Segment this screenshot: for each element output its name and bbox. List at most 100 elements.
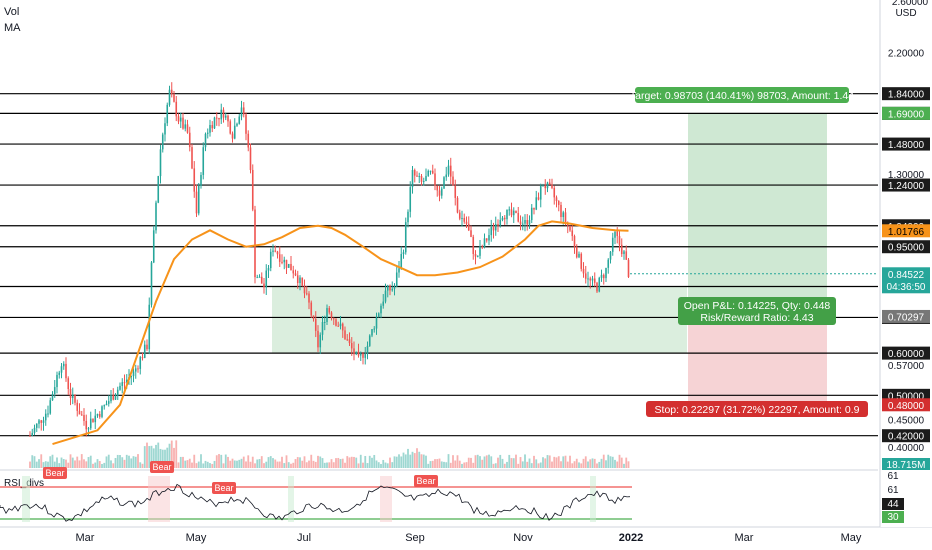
candle-body (119, 385, 121, 390)
volume-bar (296, 457, 299, 468)
candle-body (305, 293, 308, 295)
volume-bar (87, 457, 90, 468)
volume-bar (593, 458, 596, 468)
candle-body (249, 147, 252, 170)
candle-body (616, 231, 619, 237)
volume-bar (544, 458, 547, 468)
candle-body (357, 351, 360, 356)
volume-bar (355, 457, 358, 468)
candle-body (503, 217, 506, 220)
volume-bar (213, 460, 216, 468)
volume-bar (314, 461, 317, 468)
candle-body (440, 188, 443, 196)
volume-bar (164, 449, 166, 468)
candle-body (341, 323, 344, 331)
level-price-tag-text: 0.42000 (888, 432, 925, 443)
volume-bar (166, 447, 169, 468)
candle-body (312, 315, 315, 319)
target-price-tag-text: 1.69000 (888, 109, 925, 120)
volume-bar (620, 457, 623, 468)
candle-body (240, 107, 243, 117)
volume-bar (274, 459, 277, 468)
candle-body (591, 278, 594, 281)
candle-body (101, 406, 103, 417)
volume-bar (83, 459, 85, 468)
volume-bar (551, 461, 553, 468)
volume-bar (155, 444, 157, 468)
level-price-tag-text: 1.48000 (888, 140, 925, 151)
volume-bar (344, 462, 346, 468)
candle-body (78, 410, 81, 415)
candle-body (492, 226, 495, 231)
candle-body (319, 334, 322, 348)
volume-bar (80, 454, 83, 468)
candle-body (254, 209, 256, 278)
candle-body (283, 259, 286, 263)
volume-bar (238, 459, 241, 468)
candle-body (512, 210, 515, 216)
candle-body (485, 238, 488, 241)
volume-bar (76, 456, 79, 468)
candle-body (569, 225, 571, 231)
candle-body (49, 400, 52, 414)
volume-bar (508, 454, 511, 468)
candle-body (206, 132, 209, 134)
candle-body (584, 273, 587, 279)
volume-bar (319, 456, 322, 468)
volume-bar (548, 455, 551, 468)
candle-body (281, 261, 283, 263)
volume-bar (60, 457, 63, 468)
volume-bar (193, 454, 196, 468)
volume-bar (65, 459, 67, 468)
candle-body (533, 207, 535, 210)
volume-bar (242, 456, 245, 468)
ma-line (52, 220, 629, 446)
candle-body (229, 121, 232, 134)
candle-body (521, 223, 524, 225)
candle-body (236, 123, 238, 126)
candle-body (618, 236, 621, 245)
candle-body (317, 330, 319, 348)
candle-body (528, 220, 531, 225)
candle-body (155, 202, 157, 231)
candle-body (620, 244, 623, 255)
volume-bar (321, 458, 324, 468)
volume-bar (128, 455, 130, 468)
volume-bar (47, 461, 49, 468)
candle-body (553, 187, 556, 198)
candle-body (314, 318, 317, 331)
candle-body (431, 170, 434, 174)
level-price-tag-text: 0.60000 (888, 349, 925, 360)
candle-body (398, 268, 400, 273)
volume-bar (312, 460, 315, 468)
indicator-label-vol: Vol (4, 6, 20, 18)
candle-body (321, 322, 324, 335)
candle-body (276, 251, 279, 255)
volume-bar (510, 458, 513, 468)
candle-body (411, 170, 414, 188)
volume-bar (350, 456, 353, 468)
rsi-tick-label: 30 (887, 512, 899, 523)
volume-bar (557, 456, 560, 468)
volume-bar (614, 459, 616, 468)
volume-bar (371, 457, 373, 468)
volume-bar (195, 463, 198, 468)
volume-bar (94, 462, 97, 468)
volume-bar (589, 459, 592, 468)
candle-body (175, 101, 178, 117)
volume-tag-text: 18.715M (887, 460, 926, 471)
candle-body (614, 231, 616, 238)
volume-bar (130, 458, 133, 468)
candle-body (47, 413, 49, 415)
candle-body (218, 117, 220, 120)
candle-body (413, 170, 416, 176)
candle-body (274, 250, 277, 252)
candle-body (447, 165, 450, 175)
volume-bar (116, 454, 119, 468)
volume-bar (146, 442, 148, 468)
candle-body (373, 328, 376, 330)
rsi-tick-tag (882, 511, 904, 523)
rsi-tick-label: 44 (887, 499, 899, 510)
candle-body (353, 348, 355, 355)
